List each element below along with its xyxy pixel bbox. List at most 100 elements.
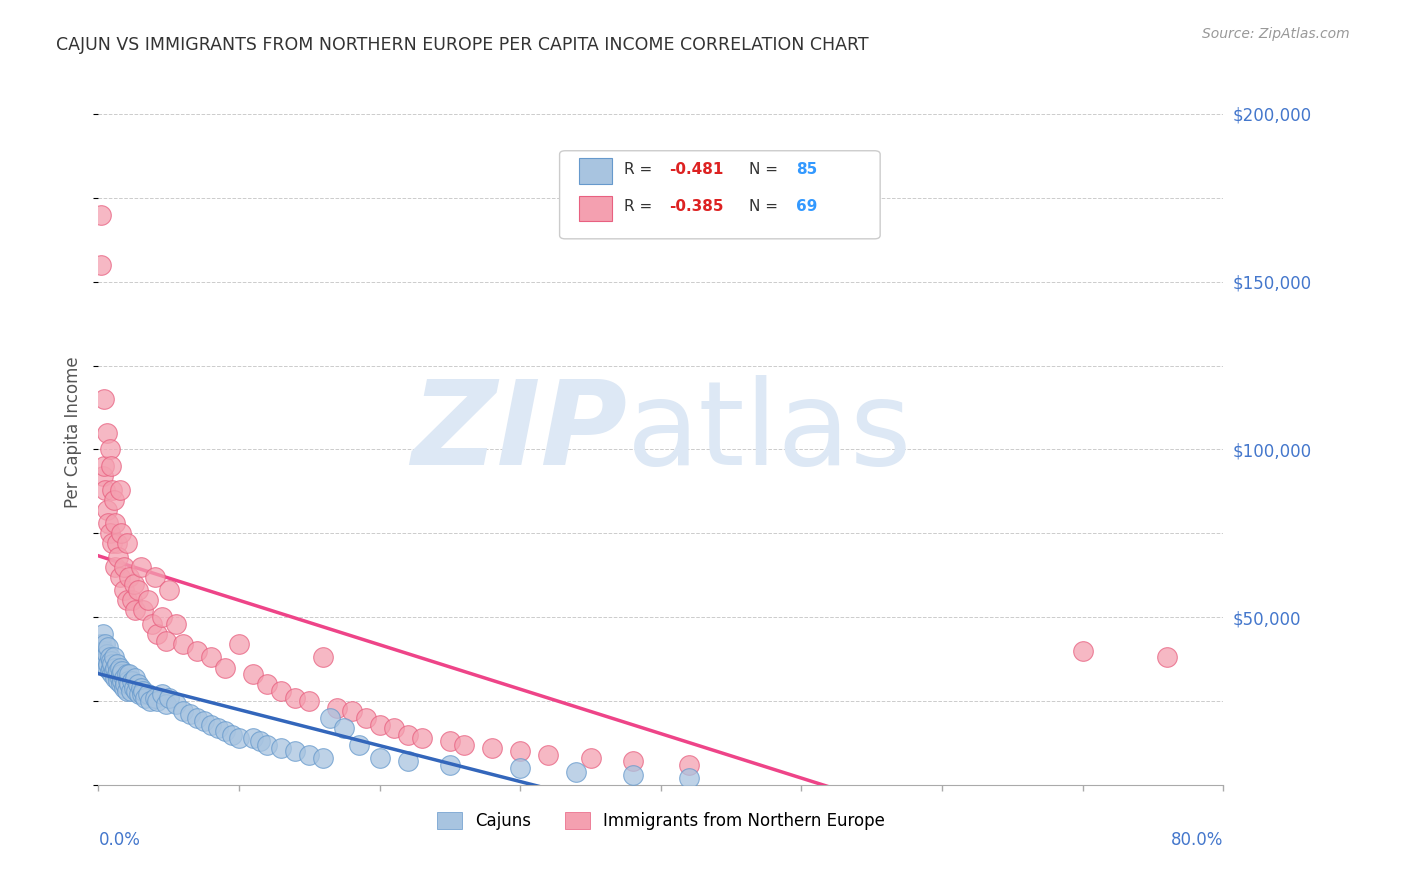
Point bbox=[108, 660, 131, 674]
Point bbox=[120, 684, 142, 698]
Point bbox=[150, 610, 173, 624]
Point bbox=[214, 660, 236, 674]
Point bbox=[214, 724, 236, 739]
Point bbox=[100, 660, 122, 674]
Point bbox=[122, 681, 145, 695]
Point bbox=[396, 728, 419, 742]
Point bbox=[193, 714, 215, 729]
Point bbox=[439, 734, 461, 748]
Text: 0.0%: 0.0% bbox=[98, 830, 141, 849]
Point bbox=[94, 654, 117, 668]
Point bbox=[90, 637, 112, 651]
Point bbox=[101, 536, 124, 550]
Point bbox=[134, 690, 156, 705]
Point bbox=[139, 694, 162, 708]
Point bbox=[100, 654, 122, 668]
Point bbox=[382, 721, 405, 735]
Point bbox=[104, 516, 127, 531]
Point bbox=[107, 664, 129, 678]
Point bbox=[105, 657, 128, 672]
Point bbox=[179, 707, 201, 722]
Point bbox=[93, 657, 115, 672]
Point bbox=[319, 711, 342, 725]
Point bbox=[89, 644, 111, 658]
Point bbox=[129, 681, 152, 695]
Point bbox=[110, 667, 132, 681]
Point bbox=[103, 664, 125, 678]
Text: CAJUN VS IMMIGRANTS FROM NORTHERN EUROPE PER CAPITA INCOME CORRELATION CHART: CAJUN VS IMMIGRANTS FROM NORTHERN EUROPE… bbox=[56, 36, 869, 54]
Point bbox=[91, 650, 114, 665]
Point bbox=[157, 690, 180, 705]
Point bbox=[453, 738, 475, 752]
Point bbox=[155, 633, 177, 648]
Point bbox=[103, 492, 125, 507]
Point bbox=[124, 603, 146, 617]
Point bbox=[111, 673, 134, 688]
Point bbox=[270, 741, 292, 756]
Point bbox=[93, 392, 115, 406]
Point bbox=[157, 583, 180, 598]
Point bbox=[411, 731, 433, 745]
Point bbox=[91, 627, 114, 641]
Point bbox=[143, 690, 166, 705]
FancyBboxPatch shape bbox=[560, 151, 880, 239]
Point bbox=[312, 650, 335, 665]
Text: -0.481: -0.481 bbox=[669, 162, 723, 178]
Point bbox=[112, 559, 135, 574]
Point bbox=[127, 583, 149, 598]
Text: Source: ZipAtlas.com: Source: ZipAtlas.com bbox=[1202, 27, 1350, 41]
Point bbox=[101, 667, 124, 681]
Point bbox=[172, 704, 194, 718]
Point bbox=[354, 711, 377, 725]
Point bbox=[621, 768, 644, 782]
Text: -0.385: -0.385 bbox=[669, 199, 723, 214]
FancyBboxPatch shape bbox=[579, 196, 613, 221]
Point bbox=[115, 684, 138, 698]
Point bbox=[98, 526, 121, 541]
Point bbox=[129, 559, 152, 574]
Point bbox=[256, 738, 278, 752]
Text: 85: 85 bbox=[796, 162, 817, 178]
Point bbox=[537, 747, 560, 762]
Point bbox=[439, 757, 461, 772]
Point bbox=[207, 721, 229, 735]
Point bbox=[93, 644, 115, 658]
Point bbox=[1071, 644, 1094, 658]
Text: R =: R = bbox=[624, 199, 657, 214]
Text: R =: R = bbox=[624, 162, 657, 178]
Point bbox=[94, 637, 117, 651]
Point bbox=[186, 711, 208, 725]
Point bbox=[242, 731, 264, 745]
Point bbox=[1156, 650, 1178, 665]
Point bbox=[270, 684, 292, 698]
Text: 69: 69 bbox=[796, 199, 817, 214]
Point bbox=[256, 677, 278, 691]
Point bbox=[91, 469, 114, 483]
Point bbox=[221, 728, 243, 742]
Point bbox=[105, 667, 128, 681]
Point bbox=[90, 207, 112, 221]
Point bbox=[146, 694, 169, 708]
Point bbox=[228, 637, 250, 651]
Point bbox=[98, 664, 121, 678]
Point bbox=[121, 673, 143, 688]
Point bbox=[112, 681, 135, 695]
Point bbox=[107, 549, 129, 564]
Point bbox=[128, 687, 150, 701]
Text: N =: N = bbox=[748, 162, 782, 178]
Y-axis label: Per Capita Income: Per Capita Income bbox=[65, 357, 83, 508]
FancyBboxPatch shape bbox=[579, 159, 613, 184]
Point bbox=[112, 583, 135, 598]
Point bbox=[284, 690, 307, 705]
Point bbox=[200, 650, 222, 665]
Point bbox=[118, 570, 141, 584]
Point bbox=[298, 747, 321, 762]
Point bbox=[105, 536, 128, 550]
Point bbox=[312, 751, 335, 765]
Point bbox=[165, 616, 187, 631]
Point bbox=[333, 721, 356, 735]
Point bbox=[118, 677, 141, 691]
Point bbox=[396, 755, 419, 769]
Point bbox=[347, 738, 370, 752]
Point bbox=[186, 644, 208, 658]
